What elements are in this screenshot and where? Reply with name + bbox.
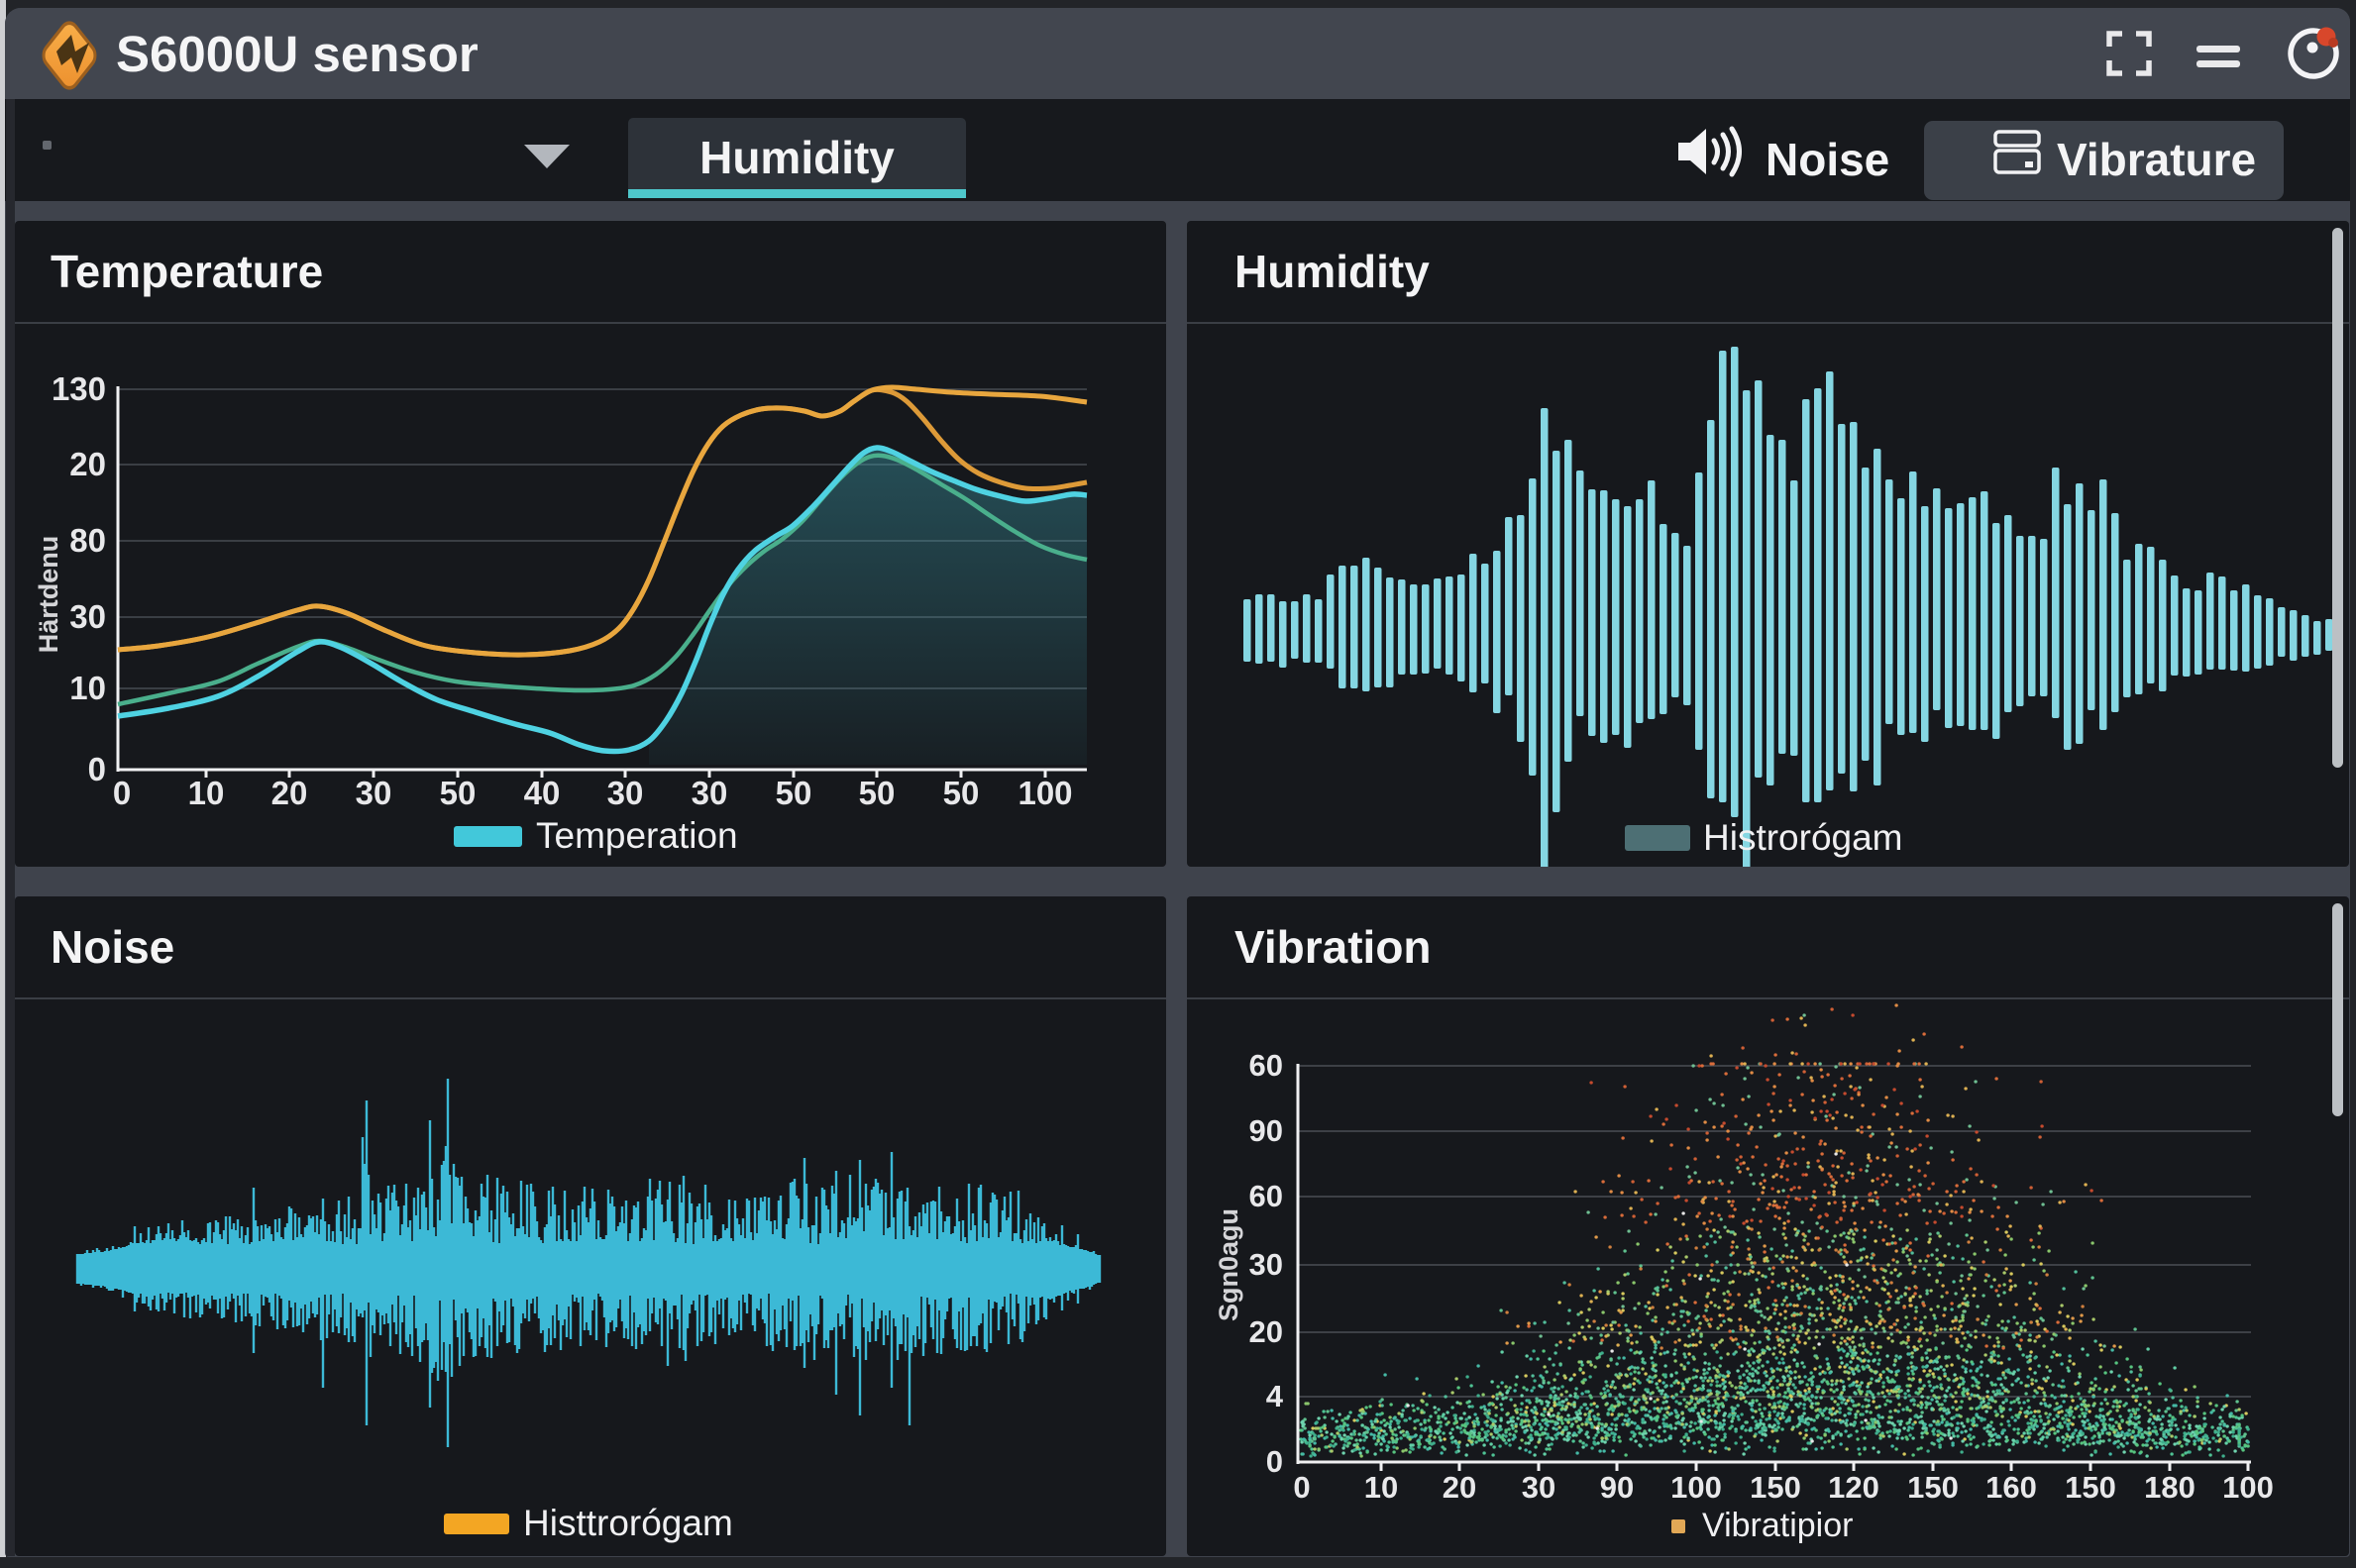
svg-text:90: 90 bbox=[1600, 1470, 1634, 1505]
svg-text:0: 0 bbox=[113, 775, 131, 811]
svg-text:30: 30 bbox=[1522, 1470, 1555, 1505]
svg-text:180: 180 bbox=[2144, 1470, 2195, 1505]
svg-text:50: 50 bbox=[859, 775, 896, 811]
svg-text:90: 90 bbox=[1249, 1113, 1283, 1148]
svg-text:150: 150 bbox=[1907, 1470, 1959, 1505]
svg-text:30: 30 bbox=[69, 598, 106, 635]
svg-text:60: 60 bbox=[1249, 1048, 1283, 1083]
svg-text:50: 50 bbox=[943, 775, 980, 811]
svg-text:60: 60 bbox=[1249, 1179, 1283, 1213]
svg-text:150: 150 bbox=[1750, 1470, 1801, 1505]
svg-text:130: 130 bbox=[52, 370, 106, 407]
svg-text:50: 50 bbox=[776, 775, 812, 811]
svg-text:40: 40 bbox=[524, 775, 561, 811]
svg-text:160: 160 bbox=[1985, 1470, 2037, 1505]
svg-text:0: 0 bbox=[1293, 1470, 1310, 1505]
svg-text:20: 20 bbox=[1443, 1470, 1476, 1505]
svg-text:100: 100 bbox=[1017, 775, 1072, 811]
svg-text:10: 10 bbox=[188, 775, 225, 811]
svg-text:10: 10 bbox=[1364, 1470, 1398, 1505]
svg-text:20: 20 bbox=[1249, 1314, 1283, 1349]
svg-text:30: 30 bbox=[1249, 1247, 1283, 1282]
svg-text:Sgn0agu: Sgn0agu bbox=[1214, 1208, 1243, 1321]
svg-text:30: 30 bbox=[692, 775, 728, 811]
svg-text:150: 150 bbox=[2065, 1470, 2116, 1505]
svg-text:100: 100 bbox=[2222, 1470, 2274, 1505]
svg-text:100: 100 bbox=[1670, 1470, 1722, 1505]
svg-text:80: 80 bbox=[69, 522, 106, 559]
svg-text:0: 0 bbox=[1266, 1444, 1283, 1479]
svg-text:4: 4 bbox=[1266, 1379, 1284, 1413]
svg-text:Härtdenu: Härtdenu bbox=[34, 536, 63, 654]
svg-text:20: 20 bbox=[271, 775, 308, 811]
svg-text:10: 10 bbox=[69, 670, 106, 706]
svg-text:120: 120 bbox=[1828, 1470, 1879, 1505]
svg-text:30: 30 bbox=[607, 775, 644, 811]
svg-text:30: 30 bbox=[356, 775, 392, 811]
svg-text:50: 50 bbox=[440, 775, 477, 811]
svg-text:20: 20 bbox=[69, 446, 106, 482]
svg-text:0: 0 bbox=[88, 751, 106, 787]
